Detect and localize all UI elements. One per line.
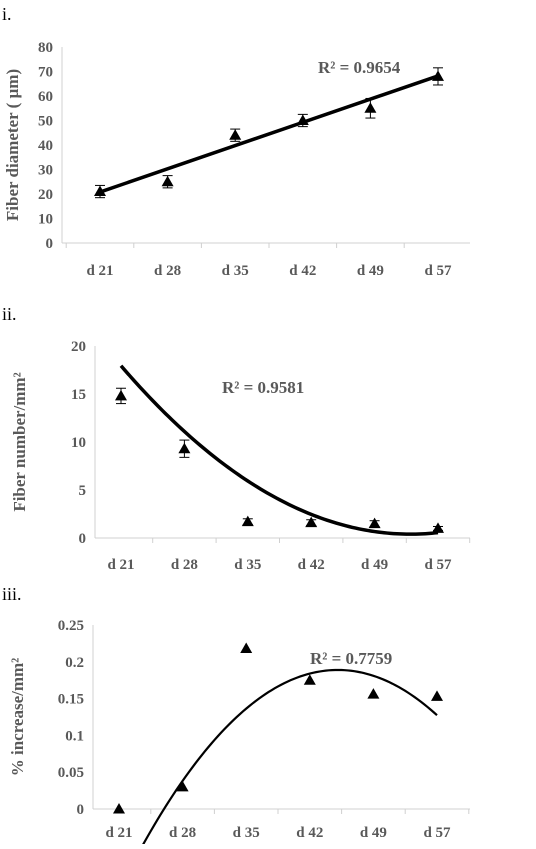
data-point-3-4: [367, 688, 380, 699]
x-tick-label-1-0: d 21: [86, 263, 113, 279]
y-tick-label-1-8: 80: [38, 40, 53, 56]
y-tick-label-3-0: 0: [77, 802, 85, 818]
x-tick-label-1-1: d 28: [154, 263, 181, 279]
y-tick-label-3-5: 0.25: [58, 618, 84, 634]
data-point-1-5: [432, 70, 444, 81]
x-tick-label-3-5: d 57: [423, 825, 451, 841]
data-point-1-1: [161, 175, 174, 187]
x-tick-label-1-3: d 42: [289, 263, 316, 279]
x-tick-label-2-5: d 57: [424, 557, 452, 573]
data-point-3-0: [113, 803, 125, 814]
y-tick-label-2-4: 20: [71, 339, 86, 355]
y-tick-label-3-4: 0.2: [65, 655, 84, 671]
data-point-2-1: [178, 442, 191, 454]
x-tick-label-3-1: d 28: [169, 825, 196, 841]
y-tick-label-1-3: 30: [38, 163, 53, 179]
data-point-3-3: [303, 674, 316, 685]
y-tick-label-3-3: 0.15: [58, 692, 84, 708]
y-tick-label-1-2: 20: [38, 187, 53, 203]
y-tick-label-1-0: 0: [46, 236, 54, 252]
y-tick-label-3-1: 0.05: [58, 765, 84, 781]
data-point-2-4: [368, 517, 381, 529]
data-point-2-5: [432, 522, 444, 533]
data-point-1-0: [94, 185, 106, 197]
panel-label-3: iii.: [2, 584, 22, 604]
x-tick-label-3-4: d 49: [360, 825, 387, 841]
y-tick-label-3-2: 0.1: [65, 728, 84, 744]
y-tick-label-1-1: 10: [38, 212, 53, 228]
r-squared-label-2: R² = 0.9581: [222, 378, 304, 397]
y-tick-label-1-4: 40: [38, 138, 53, 154]
y-tick-label-2-1: 5: [79, 483, 87, 499]
x-tick-label-3-0: d 21: [105, 825, 132, 841]
data-point-3-2: [240, 642, 253, 654]
y-axis-label-2: Fiber number/mm²: [10, 372, 29, 511]
y-tick-label-2-0: 0: [79, 531, 87, 547]
x-tick-label-1-2: d 35: [222, 263, 249, 279]
data-point-3-5: [431, 690, 443, 701]
y-tick-label-1-5: 50: [38, 114, 53, 130]
x-tick-label-2-4: d 49: [361, 557, 388, 573]
x-tick-label-3-3: d 42: [296, 825, 323, 841]
y-axis-label-3: % increase/mm²: [8, 658, 27, 777]
x-tick-label-2-1: d 28: [171, 557, 198, 573]
y-tick-label-1-6: 60: [38, 89, 53, 105]
r-squared-label-3: R² = 0.7759: [310, 649, 392, 668]
y-tick-label-2-2: 10: [71, 435, 86, 451]
trendline-3: [139, 668, 438, 849]
data-point-2-2: [241, 515, 254, 527]
data-point-1-4: [364, 102, 377, 113]
panel-label-2: ii.: [2, 304, 17, 324]
x-tick-label-3-2: d 35: [233, 825, 260, 841]
panel-label-1: i.: [2, 4, 12, 24]
x-tick-label-2-2: d 35: [234, 557, 261, 573]
r-squared-label-1: R² = 0.9654: [318, 58, 401, 77]
trendline-2: [119, 364, 439, 536]
data-point-1-2: [229, 129, 242, 140]
data-point-2-3: [305, 516, 318, 528]
y-tick-label-1-7: 70: [38, 65, 53, 81]
y-axis-label-1: Fiber diameter ( µm): [3, 69, 22, 221]
trendline-1: [99, 74, 439, 194]
x-tick-label-2-0: d 21: [107, 557, 134, 573]
x-tick-label-2-3: d 42: [298, 557, 325, 573]
data-point-2-0: [115, 389, 127, 401]
data-point-1-3: [296, 114, 309, 125]
data-point-3-1: [176, 780, 189, 792]
x-tick-label-1-5: d 57: [424, 263, 452, 279]
x-tick-label-1-4: d 49: [357, 263, 384, 279]
y-tick-label-2-3: 15: [71, 387, 86, 403]
